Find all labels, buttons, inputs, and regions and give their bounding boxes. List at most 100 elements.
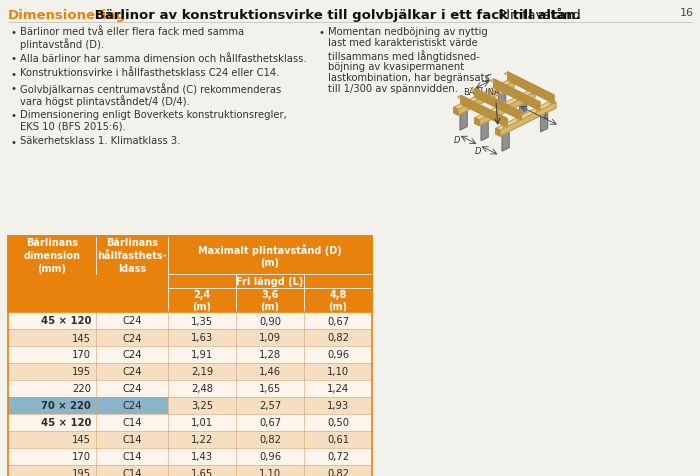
Polygon shape xyxy=(475,119,479,126)
Text: 1,01: 1,01 xyxy=(191,417,213,427)
Text: BÄRLINA: BÄRLINA xyxy=(463,88,500,97)
Polygon shape xyxy=(503,119,507,129)
Text: Alla bärlinor har samma dimension och hållfasthetsklass.: Alla bärlinor har samma dimension och hå… xyxy=(20,53,307,63)
Polygon shape xyxy=(536,103,540,113)
Polygon shape xyxy=(454,108,458,116)
Text: 0,90: 0,90 xyxy=(259,316,281,326)
Polygon shape xyxy=(458,82,514,116)
Text: 0,72: 0,72 xyxy=(327,452,349,462)
Text: 3,6
(m): 3,6 (m) xyxy=(260,289,279,312)
Text: Momentan nedböjning av nyttig: Momentan nedböjning av nyttig xyxy=(328,27,488,37)
Polygon shape xyxy=(471,89,521,114)
Text: Bärlinor med två eller flera fack med samma: Bärlinor med två eller flera fack med sa… xyxy=(20,27,244,37)
Text: 0,67: 0,67 xyxy=(327,316,349,326)
Text: 1,10: 1,10 xyxy=(259,468,281,476)
Text: böjning av kvasipermanent: böjning av kvasipermanent xyxy=(328,61,464,71)
Polygon shape xyxy=(496,129,500,137)
Text: 0,67: 0,67 xyxy=(259,417,281,427)
Text: 16: 16 xyxy=(680,8,694,18)
Text: •: • xyxy=(11,137,17,147)
Polygon shape xyxy=(500,103,556,137)
Text: Bärlinans
dimension
(mm): Bärlinans dimension (mm) xyxy=(24,238,80,273)
Text: 170: 170 xyxy=(72,452,91,462)
Polygon shape xyxy=(498,90,505,111)
Text: 45 × 120: 45 × 120 xyxy=(41,316,91,326)
Text: 2,19: 2,19 xyxy=(191,367,213,377)
Text: 1,10: 1,10 xyxy=(327,367,349,377)
Text: 0,61: 0,61 xyxy=(327,435,349,445)
Text: EKS 10 (BFS 2015:6).: EKS 10 (BFS 2015:6). xyxy=(20,121,126,131)
Bar xyxy=(8,397,372,414)
Bar xyxy=(8,237,372,312)
Text: 1,93: 1,93 xyxy=(327,401,349,411)
Text: lastkombination, har begränsats: lastkombination, har begränsats xyxy=(328,73,490,83)
Polygon shape xyxy=(460,110,467,131)
Text: C14: C14 xyxy=(122,417,141,427)
Bar xyxy=(8,431,372,448)
Bar xyxy=(8,380,372,397)
Polygon shape xyxy=(502,131,509,152)
Text: 145: 145 xyxy=(72,435,91,445)
Text: •: • xyxy=(11,28,17,38)
Text: 1,65: 1,65 xyxy=(259,384,281,394)
Polygon shape xyxy=(540,111,547,132)
Text: 145: 145 xyxy=(72,333,91,343)
Text: •: • xyxy=(11,69,17,79)
Text: tillsammans med långtidsned-: tillsammans med långtidsned- xyxy=(328,50,480,62)
Text: vara högst plintavståndet/4 (D/4).: vara högst plintavståndet/4 (D/4). xyxy=(20,95,190,107)
Polygon shape xyxy=(517,112,521,122)
Bar xyxy=(8,237,372,476)
Polygon shape xyxy=(508,73,554,104)
Text: Maximalt plintavstånd (D)
(m): Maximalt plintavstånd (D) (m) xyxy=(198,243,342,268)
Text: 2,48: 2,48 xyxy=(191,384,213,394)
Text: 1,65: 1,65 xyxy=(191,468,213,476)
Bar xyxy=(8,414,372,431)
Text: 1,43: 1,43 xyxy=(191,452,213,462)
Text: 0,96: 0,96 xyxy=(259,452,281,462)
Text: 0,82: 0,82 xyxy=(259,435,281,445)
Text: 195: 195 xyxy=(72,468,91,476)
Text: 0,82: 0,82 xyxy=(327,333,349,343)
Text: C24: C24 xyxy=(122,316,141,326)
Bar xyxy=(8,237,372,312)
Text: C24: C24 xyxy=(122,333,141,343)
Polygon shape xyxy=(461,96,507,128)
Text: 45 × 120: 45 × 120 xyxy=(41,417,91,427)
Text: Bärlinor av konstruktionsvirke till golvbjälkar i ett fack till altan.: Bärlinor av konstruktionsvirke till golv… xyxy=(90,9,581,22)
Polygon shape xyxy=(519,101,526,122)
Bar xyxy=(8,329,372,346)
Bar xyxy=(8,397,168,414)
Text: •: • xyxy=(11,84,17,94)
Text: 0,50: 0,50 xyxy=(327,417,349,427)
Text: 0,82: 0,82 xyxy=(327,468,349,476)
Text: Bärlinans
hållfasthets-
klass: Bärlinans hållfasthets- klass xyxy=(97,238,167,273)
Text: C24: C24 xyxy=(122,367,141,377)
Text: C24: C24 xyxy=(122,384,141,394)
Text: Dimensionering: Dimensionering xyxy=(8,9,126,22)
Text: 1,46: 1,46 xyxy=(259,367,281,377)
Text: 2,4
(m): 2,4 (m) xyxy=(193,289,211,312)
Text: C24: C24 xyxy=(122,350,141,360)
Text: 1,09: 1,09 xyxy=(259,333,281,343)
Text: C14: C14 xyxy=(122,468,141,476)
Text: 1,63: 1,63 xyxy=(191,333,213,343)
Polygon shape xyxy=(496,101,556,131)
Text: C14: C14 xyxy=(122,452,141,462)
Text: 170: 170 xyxy=(72,350,91,360)
Text: 1,91: 1,91 xyxy=(191,350,213,360)
Bar xyxy=(8,448,372,465)
Text: 1,22: 1,22 xyxy=(191,435,213,445)
Bar xyxy=(8,312,372,329)
Text: D: D xyxy=(454,136,461,145)
Text: 220: 220 xyxy=(72,384,91,394)
Polygon shape xyxy=(457,96,507,121)
Text: Dimensionering enligt Boverkets konstruktionsregler,: Dimensionering enligt Boverkets konstruk… xyxy=(20,110,287,120)
Text: •: • xyxy=(11,111,17,121)
Polygon shape xyxy=(481,120,488,141)
Text: 1,28: 1,28 xyxy=(259,350,281,360)
Text: Golvbjälkarnas centrumavstånd (C) rekommenderas: Golvbjälkarnas centrumavstånd (C) rekomm… xyxy=(20,83,281,95)
Text: C14: C14 xyxy=(122,435,141,445)
Polygon shape xyxy=(479,93,535,126)
Text: last med karakteristiskt värde: last med karakteristiskt värde xyxy=(328,39,477,49)
Text: 70 × 220: 70 × 220 xyxy=(41,401,91,411)
